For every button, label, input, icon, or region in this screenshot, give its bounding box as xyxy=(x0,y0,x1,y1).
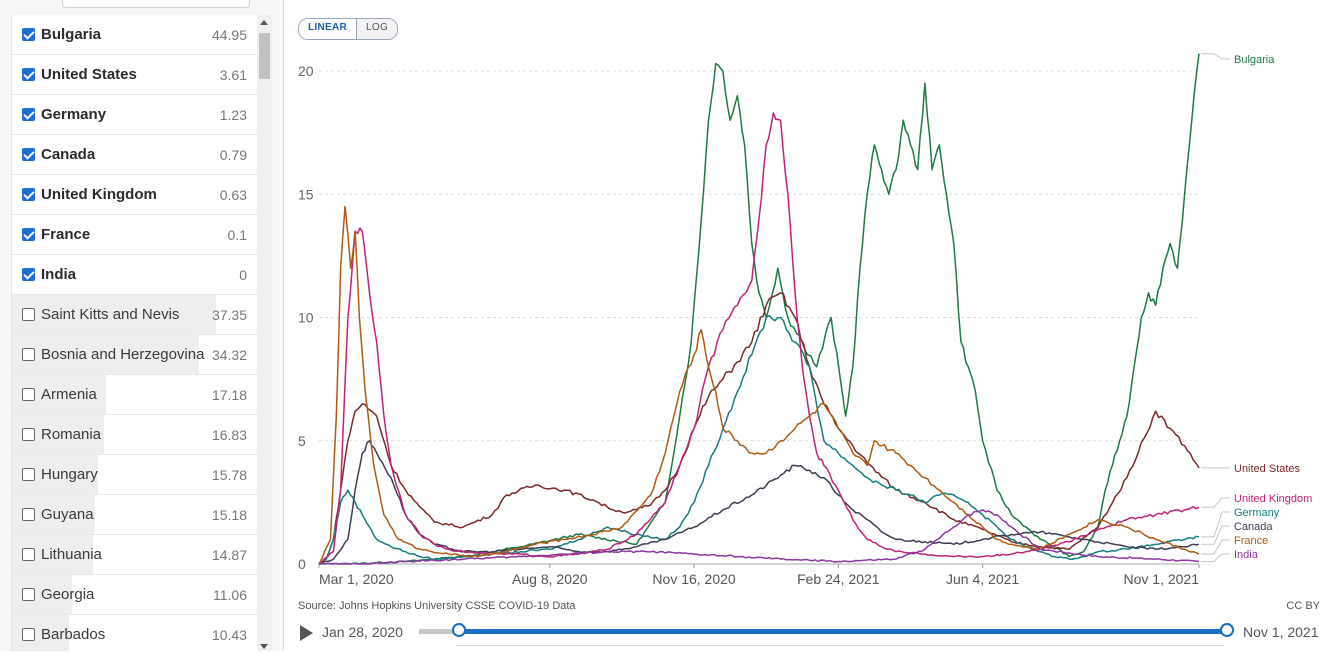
country-checkbox[interactable] xyxy=(22,628,35,641)
legend-label[interactable]: France xyxy=(1234,535,1268,547)
timeline-end-date: Nov 1, 2021 xyxy=(1243,624,1319,640)
y-axis-ticks: 0 5 10 15 20 xyxy=(298,63,314,572)
x-tick-label: Nov 16, 2020 xyxy=(652,571,735,587)
legend-leader-line xyxy=(1201,498,1230,507)
x-tick-label: Mar 1, 2020 xyxy=(319,571,394,587)
legend-label[interactable]: Bulgaria xyxy=(1234,54,1275,66)
legend-leader-line xyxy=(1201,54,1230,59)
x-tick-label: Feb 24, 2021 xyxy=(797,571,880,587)
series-line-canada[interactable] xyxy=(319,441,1199,564)
y-tick-label: 20 xyxy=(298,63,314,79)
y-tick-label: 10 xyxy=(298,310,314,326)
timeline-track-active[interactable] xyxy=(459,629,1227,634)
scroll-down-arrow-icon[interactable] xyxy=(260,644,268,649)
y-tick-label: 0 xyxy=(298,556,306,572)
legend-leader-line xyxy=(1201,512,1230,537)
country-name: Barbados xyxy=(41,626,105,643)
legend: Bulgaria United States United Kingdom Germa… xyxy=(1201,54,1312,562)
legend-label[interactable]: United Kingdom xyxy=(1234,493,1312,505)
legend-label[interactable]: Canada xyxy=(1234,521,1273,533)
x-tick-label: Aug 8, 2020 xyxy=(512,571,588,587)
license-link[interactable]: CC BY xyxy=(1286,600,1320,612)
timeline-start-date: Jan 28, 2020 xyxy=(322,624,403,640)
legend-leader-line xyxy=(1201,526,1230,544)
x-axis-ticks: Mar 1, 2020 Aug 8, 2020 Nov 16, 2020 Feb 24… xyxy=(319,564,1199,587)
source-note: Source: Johns Hopkins University CSSE CO… xyxy=(298,600,576,612)
timeline-start-handle[interactable] xyxy=(452,623,466,637)
country-value: 10.43 xyxy=(212,627,247,643)
y-tick-label: 5 xyxy=(298,433,306,449)
gridlines xyxy=(319,71,1199,564)
x-tick-label: Nov 1, 2021 xyxy=(1124,571,1200,587)
legend-leader-line xyxy=(1201,554,1230,562)
x-tick-label: Jun 4, 2021 xyxy=(946,571,1019,587)
series-line-france[interactable] xyxy=(319,207,1199,564)
play-icon[interactable] xyxy=(300,625,313,641)
legend-label[interactable]: India xyxy=(1234,549,1259,561)
series-line-germany[interactable] xyxy=(319,316,1199,565)
y-tick-label: 15 xyxy=(298,186,314,202)
country-row[interactable]: Barbados 10.43 xyxy=(12,615,257,651)
series-line-bulgaria[interactable] xyxy=(319,54,1199,564)
series-lines xyxy=(319,54,1199,564)
line-chart: 0 5 10 15 20 Mar 1, 2020 Aug 8, 2020 Nov 16, 2… xyxy=(0,0,1328,600)
series-line-united-kingdom[interactable] xyxy=(319,113,1199,564)
timeline-end-handle[interactable] xyxy=(1220,623,1234,637)
legend-label[interactable]: Germany xyxy=(1234,507,1280,519)
legend-label[interactable]: United States xyxy=(1234,463,1301,475)
